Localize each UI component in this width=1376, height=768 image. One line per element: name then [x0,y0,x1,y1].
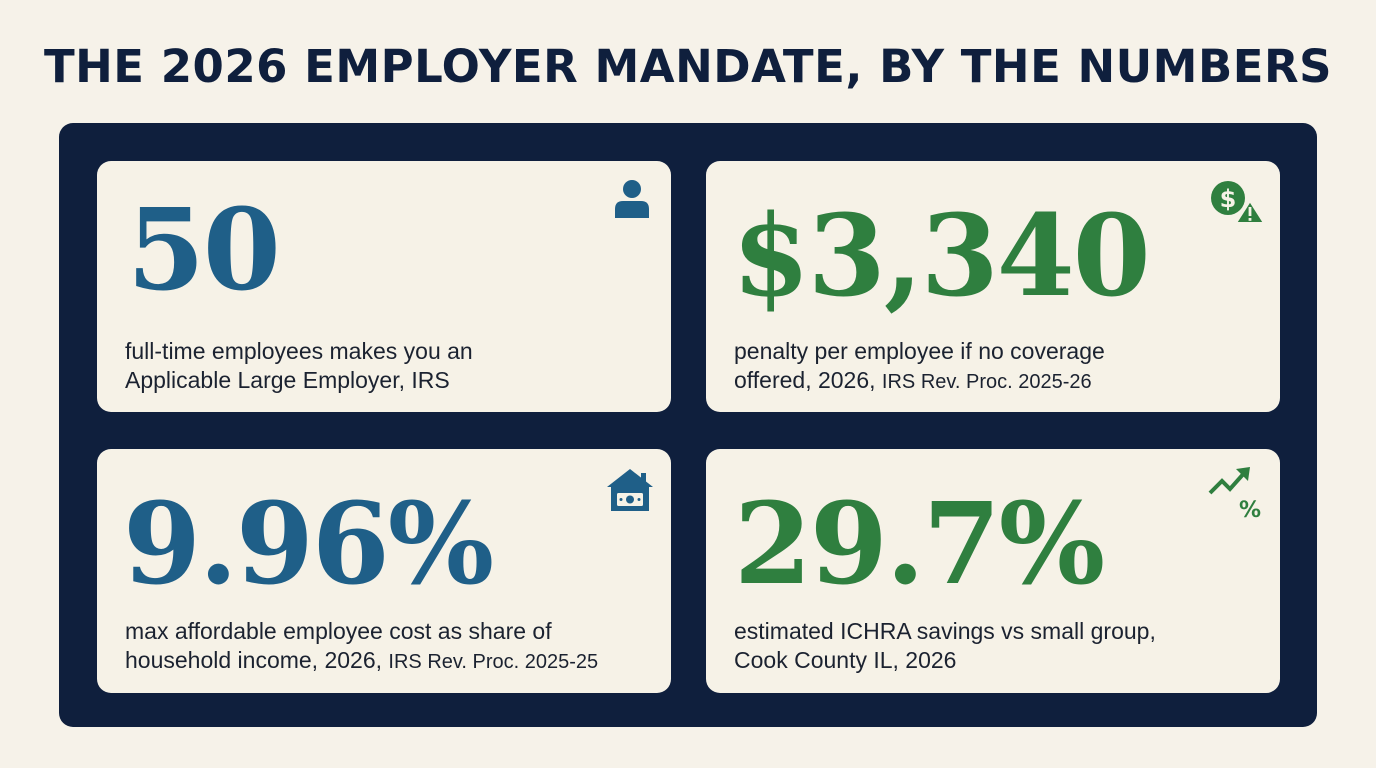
svg-text:$: $ [1220,185,1237,213]
stat-value: 9.96% [123,479,494,610]
stat-description: estimated ICHRA savings vs small group, … [734,617,1254,675]
desc-line-2: household income, 2026, [125,647,383,673]
house-money-icon [607,469,653,511]
stat-value: 29.7% [734,479,1105,610]
page-title: THE 2026 EMPLOYER MANDATE, BY THE NUMBER… [43,40,1333,93]
trend-up-percent-icon: % [1208,467,1261,519]
stat-value: 50 [127,185,281,316]
desc-line-1: estimated ICHRA savings vs small group, [734,618,1156,644]
desc-line-2: Cook County IL, 2026 [734,647,957,673]
stat-card-employees: 50 full-time employees makes you an Appl… [97,161,671,412]
person-icon [615,180,649,218]
desc-line-1: penalty per employee if no coverage [734,338,1105,364]
desc-line-1: max affordable employee cost as share of [125,618,552,644]
stat-card-penalty: $ $3,340 penalty per employee if no cove… [706,161,1280,412]
desc-line-2: Applicable Large Employer, IRS [125,367,450,393]
stat-description: full-time employees makes you an Applica… [125,337,645,395]
source-citation: IRS Rev. Proc. 2025-26 [881,371,1092,393]
source-citation: IRS Rev. Proc. 2025-25 [388,651,599,673]
desc-line-2: offered, 2026, [734,367,876,393]
desc-line-1: full-time employees makes you an [125,338,473,364]
svg-text:%: % [1239,498,1261,519]
stat-card-affordability: 9.96% max affordable employee cost as sh… [97,449,671,693]
dollar-warning-icon: $ [1211,181,1266,224]
stat-description: max affordable employee cost as share of… [125,617,645,677]
stat-description: penalty per employee if no coverage offe… [734,337,1254,397]
stat-card-savings: % 29.7% estimated ICHRA savings vs small… [706,449,1280,693]
stat-value: $3,340 [732,191,1151,322]
